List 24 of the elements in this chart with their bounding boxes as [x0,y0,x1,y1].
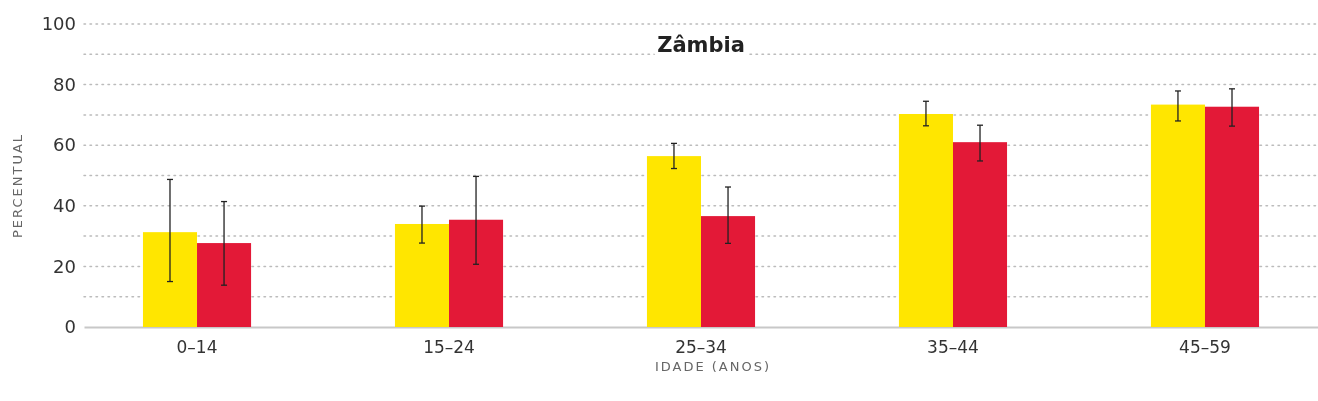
text: Zâmbia [657,33,745,57]
bar [449,219,504,327]
bar [1204,106,1260,327]
bar [952,142,1008,327]
y-tick-label: 0 [64,316,76,338]
bar [646,156,701,327]
x-tick-label: 45–59 [1179,337,1231,358]
x-tick-label: 25–34 [675,337,727,358]
x-tick-label: 35–44 [927,337,979,358]
y-axis-title: PERCENTUAL [10,132,25,239]
y-tick-label: 80 [53,73,76,95]
x-tick-label: 15–24 [423,337,475,358]
y-tick-label: 20 [53,255,76,277]
bar [142,232,198,327]
y-tick-label: 100 [41,13,76,35]
bar [1150,104,1205,327]
bar [394,223,450,327]
bar [197,243,252,327]
x-axis-title: IDADE (ANOS) [654,359,772,374]
y-tick-label: 60 [53,134,76,156]
y-tick-label: 40 [53,195,76,217]
x-tick-label: 0–14 [176,337,218,358]
bar [701,216,756,327]
bar [898,113,953,327]
